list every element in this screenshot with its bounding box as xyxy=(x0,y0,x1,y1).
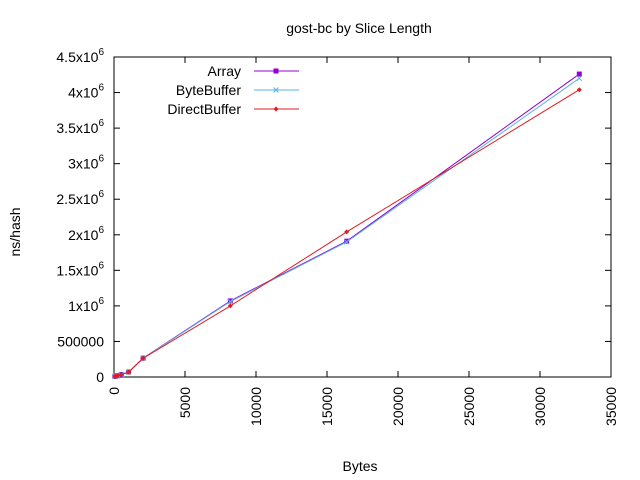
legend-item-bytebuffer: ByteBuffer xyxy=(176,82,299,98)
series-layer xyxy=(112,71,583,380)
legend-item-directbuffer: DirectBuffer xyxy=(167,101,299,117)
y-tick-label: 3.5x106 xyxy=(56,118,104,136)
legend-label: Array xyxy=(208,63,241,79)
y-tick-mantissa: 2.5x10 xyxy=(56,191,98,207)
x-axis-title: Bytes xyxy=(342,458,377,474)
data-point xyxy=(227,303,233,309)
y-tick-exponent: 6 xyxy=(98,154,104,165)
y-tick-mantissa: 500000 xyxy=(57,333,104,349)
x-tick-label: 15000 xyxy=(319,387,335,426)
y-tick-exponent: 6 xyxy=(98,296,104,307)
x-tick-label: 5000 xyxy=(177,387,193,418)
data-point xyxy=(126,369,132,375)
y-tick-exponent: 6 xyxy=(98,83,104,94)
x-tick-label: 10000 xyxy=(248,387,264,426)
data-point xyxy=(576,87,582,93)
data-point xyxy=(273,87,279,93)
y-tick-label: 500000 xyxy=(57,333,104,349)
y-tick-exponent: 6 xyxy=(98,47,104,58)
y-tick-exponent: 6 xyxy=(98,260,104,271)
x-tick-label: 25000 xyxy=(461,387,477,426)
y-axis-title: ns/hash xyxy=(7,207,23,256)
y-tick-label: 4x106 xyxy=(68,83,104,101)
y-tick-exponent: 6 xyxy=(98,118,104,129)
y-tick-label: 4.5x106 xyxy=(56,47,104,65)
y-tick-exponent: 6 xyxy=(98,225,104,236)
data-point xyxy=(344,238,350,244)
legend: Array ByteBuffer DirectBuffer xyxy=(167,63,299,117)
x-axis-ticks: 0 5000 10000 15000 20000 25000 30000 35000 xyxy=(106,57,619,426)
data-point xyxy=(118,372,124,378)
x-tick-label: 20000 xyxy=(390,387,406,426)
data-point xyxy=(576,75,583,82)
y-tick-label: 1x106 xyxy=(68,296,104,314)
plot-border xyxy=(113,56,612,378)
y-tick-mantissa: 2x10 xyxy=(68,227,99,243)
y-tick-mantissa: 1.5x10 xyxy=(56,262,98,278)
y-tick-label: 3x106 xyxy=(68,154,104,172)
data-point xyxy=(273,106,279,112)
legend-item-array: Array xyxy=(208,63,299,79)
y-axis-ticks: 05000001x1061.5x1062x1062.5x1063x1063.5x… xyxy=(56,47,611,385)
x-tick-label: 0 xyxy=(106,387,122,395)
y-tick-mantissa: 1x10 xyxy=(68,298,99,314)
y-tick-exponent: 6 xyxy=(98,189,104,200)
chart-title: gost-bc by Slice Length xyxy=(286,20,432,36)
series-directbuffer xyxy=(112,87,582,379)
legend-label: DirectBuffer xyxy=(167,101,241,117)
y-tick-label: 2x106 xyxy=(68,225,104,243)
y-tick-label: 1.5x106 xyxy=(56,260,104,278)
legend-label: ByteBuffer xyxy=(176,82,241,98)
y-tick-mantissa: 4.5x10 xyxy=(56,49,98,65)
y-tick-label: 0 xyxy=(96,369,104,385)
y-tick-mantissa: 4x10 xyxy=(68,85,99,101)
data-point xyxy=(273,68,279,74)
data-point xyxy=(343,239,350,245)
y-tick-label: 2.5x106 xyxy=(56,189,104,207)
data-point xyxy=(576,71,582,77)
data-point xyxy=(140,355,146,361)
y-tick-mantissa: 3x10 xyxy=(68,156,99,172)
y-tick-mantissa: 0 xyxy=(96,369,104,385)
x-tick-label: 35000 xyxy=(603,387,619,426)
data-point xyxy=(227,298,234,305)
x-tick-label: 30000 xyxy=(532,387,548,426)
data-point xyxy=(344,229,350,235)
y-tick-mantissa: 3.5x10 xyxy=(56,120,98,136)
data-point xyxy=(227,298,233,304)
